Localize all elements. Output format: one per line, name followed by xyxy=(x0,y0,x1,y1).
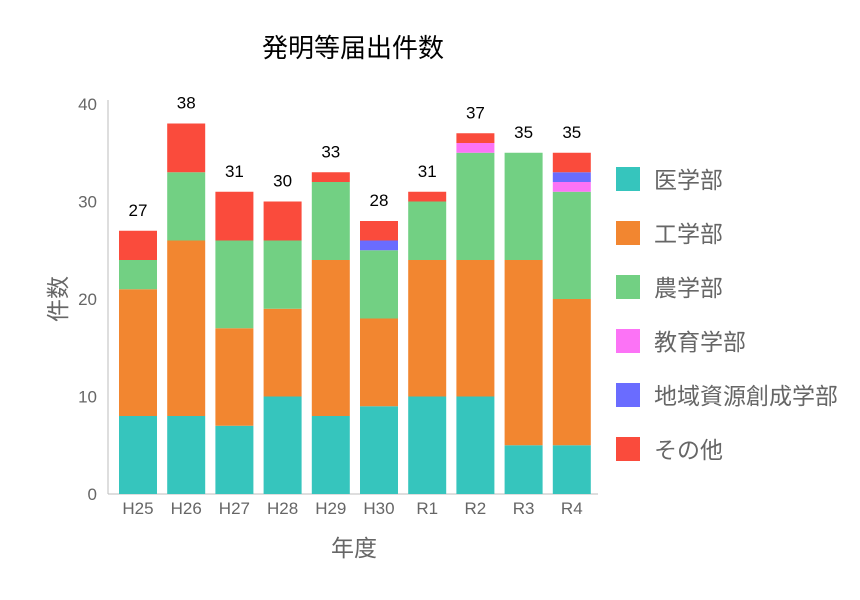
bar-segment xyxy=(552,299,591,446)
y-tick-label: 40 xyxy=(78,95,97,114)
bar-segment xyxy=(456,152,495,260)
bar-segment xyxy=(504,260,543,446)
x-tick-label: H28 xyxy=(267,499,298,518)
bar-segment xyxy=(215,191,254,241)
bar-total-label: 35 xyxy=(562,123,581,142)
x-tick-label: H27 xyxy=(219,499,250,518)
bar-total-label: 35 xyxy=(514,123,533,142)
legend-label: 地域資源創成学部 xyxy=(654,384,838,410)
bar-segment xyxy=(552,191,591,299)
legend-swatch xyxy=(616,329,640,353)
bar-segment xyxy=(311,172,350,182)
chart-title: 発明等届出件数 xyxy=(262,34,444,64)
x-tick-label: R1 xyxy=(416,499,438,518)
bar-segment xyxy=(552,182,591,192)
legend-swatch xyxy=(616,437,640,461)
legend-label: その他 xyxy=(654,438,723,464)
bar-total-label: 31 xyxy=(418,162,437,181)
bar-segment xyxy=(552,172,591,182)
bar-segment xyxy=(456,143,495,153)
bar-segment xyxy=(504,152,543,260)
bar-segment xyxy=(167,240,206,416)
bar-segment xyxy=(119,289,157,416)
bar-segment xyxy=(360,221,398,241)
y-tick-label: 0 xyxy=(88,485,97,504)
x-tick-label: H29 xyxy=(315,499,346,518)
bar-segment xyxy=(263,201,302,241)
bar-segment xyxy=(215,328,254,426)
y-tick-label: 10 xyxy=(78,388,97,407)
bar-segment xyxy=(167,123,206,173)
x-tick-label: H26 xyxy=(171,499,202,518)
bar-segment xyxy=(263,308,302,397)
bar-segment xyxy=(119,416,157,494)
legend-label: 医学部 xyxy=(654,168,723,194)
bar-segment xyxy=(119,230,157,260)
bar-segment xyxy=(552,445,591,494)
bar-segment xyxy=(119,260,157,290)
bar-segment xyxy=(215,240,254,329)
y-tick-label: 20 xyxy=(78,290,97,309)
bar-segment xyxy=(167,172,206,241)
bar-segment xyxy=(408,260,447,397)
bar-segment xyxy=(311,260,350,416)
legend-swatch xyxy=(616,275,640,299)
bar-total-label: 38 xyxy=(177,94,196,113)
x-tick-label: H30 xyxy=(363,499,394,518)
legend-swatch xyxy=(616,383,640,407)
bar-segment xyxy=(408,191,447,202)
bar-segment xyxy=(360,250,398,319)
bar-segment xyxy=(360,318,398,407)
bar-segment xyxy=(360,240,398,251)
x-tick-label: R4 xyxy=(561,499,583,518)
bar-segment xyxy=(215,425,254,494)
bar-total-label: 27 xyxy=(129,201,148,220)
bar-segment xyxy=(167,416,206,494)
bar-segment xyxy=(263,396,302,494)
bar-segment xyxy=(552,152,591,173)
legend-label: 教育学部 xyxy=(654,330,746,356)
legend-swatch xyxy=(616,167,640,191)
bar-total-label: 28 xyxy=(370,191,389,210)
bar-segment xyxy=(311,182,350,260)
x-tick-label: R3 xyxy=(513,499,535,518)
bar-segment xyxy=(263,240,302,309)
x-tick-label: R2 xyxy=(465,499,487,518)
bar-segment xyxy=(456,396,495,494)
x-axis-label: 年度 xyxy=(331,536,377,562)
bar-total-label: 30 xyxy=(273,172,292,191)
bar-segment xyxy=(360,406,398,494)
bar-total-label: 31 xyxy=(225,162,244,181)
bar-segment xyxy=(456,133,495,143)
legend-swatch xyxy=(616,221,640,245)
y-tick-label: 30 xyxy=(78,193,97,212)
bar-segment xyxy=(456,260,495,397)
legend-label: 農学部 xyxy=(654,276,723,302)
plot-area: 0 10 20 30 40 27 H25 38 H26 31 H27 30 H28 33 H29 28 H30 3… xyxy=(78,94,598,518)
bar-total-label: 33 xyxy=(321,142,340,161)
bar-segment xyxy=(408,201,447,260)
bar-total-label: 37 xyxy=(466,103,485,122)
bar-segment xyxy=(311,416,350,494)
bar-segment xyxy=(408,396,447,494)
bar-segment xyxy=(504,445,543,494)
x-tick-label: H25 xyxy=(122,499,153,518)
legend-label: 工学部 xyxy=(654,222,723,248)
y-axis-label: 件数 xyxy=(46,276,72,322)
